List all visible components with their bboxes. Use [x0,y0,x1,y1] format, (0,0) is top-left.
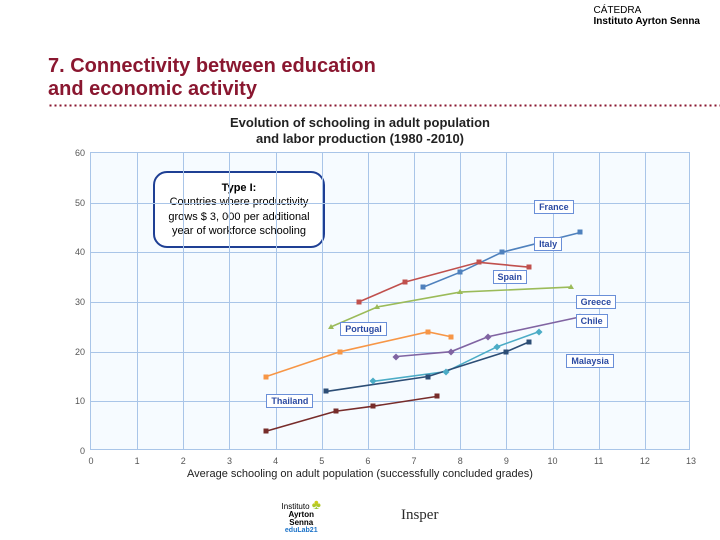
grid-h [91,401,689,402]
marker-italy [527,265,532,270]
x-tick: 4 [273,456,278,466]
marker-portugal [425,329,430,334]
label-thailand: Thailand [266,394,313,408]
marker-chile [369,378,376,385]
x-tick: 7 [412,456,417,466]
y-tick: 0 [80,446,85,456]
marker-portugal [449,334,454,339]
marker-thailand [264,429,269,434]
grid-v [368,153,369,449]
marker-spain [568,284,574,289]
edulab-label: eduLab21 [282,527,321,534]
chart-title: Evolution of schooling in adult populati… [0,115,720,148]
x-tick: 9 [504,456,509,466]
y-tick: 20 [75,347,85,357]
grid-v [414,153,415,449]
marker-spain [328,324,334,329]
marker-thailand [370,404,375,409]
label-spain: Spain [493,270,528,284]
marker-thailand [333,409,338,414]
label-france: France [534,200,574,214]
grid-v [322,153,323,449]
label-italy: Italy [534,237,562,251]
x-tick: 6 [365,456,370,466]
marker-portugal [264,374,269,379]
marker-chile [443,368,450,375]
callout-box: Type I: Countries where productivity gro… [153,171,325,248]
marker-greece [447,348,454,355]
marker-france [458,270,463,275]
catedra-label: CÁTEDRA [594,5,700,16]
title-block: 7. Connectivity between educationand eco… [48,55,376,101]
y-tick: 60 [75,148,85,158]
dotted-divider [48,103,720,109]
x-tick: 8 [458,456,463,466]
grid-v [553,153,554,449]
section-title: 7. Connectivity between educationand eco… [48,55,376,101]
y-tick: 10 [75,396,85,406]
marker-malaysia [425,374,430,379]
marker-france [421,285,426,290]
marker-malaysia [527,339,532,344]
x-axis-label: Average schooling on adult population (s… [0,468,720,480]
grid-v [506,153,507,449]
marker-chile [535,328,542,335]
y-tick: 50 [75,198,85,208]
y-tick: 40 [75,247,85,257]
marker-malaysia [504,349,509,354]
marker-greece [392,353,399,360]
x-tick: 2 [181,456,186,466]
ias-logo: Instituto ♣ Ayrton Senna eduLab21 [282,497,321,534]
x-tick: 0 [88,456,93,466]
header-right: CÁTEDRA Instituto Ayrton Senna [594,5,700,27]
x-tick: 11 [594,456,603,466]
x-tick: 12 [640,456,650,466]
label-greece: Greece [576,295,617,309]
instituto-label: Instituto Ayrton Senna [594,16,700,27]
callout-title: Type I: [165,181,313,195]
marker-greece [484,333,491,340]
marker-malaysia [324,389,329,394]
insper-logo: Insper [401,507,439,524]
marker-spain [457,289,463,294]
grid-v [229,153,230,449]
marker-thailand [435,394,440,399]
marker-spain [374,304,380,309]
x-tick: 3 [227,456,232,466]
marker-chile [494,343,501,350]
marker-italy [402,280,407,285]
grid-v [460,153,461,449]
grid-h [91,203,689,204]
label-portugal: Portugal [340,322,387,336]
marker-portugal [338,349,343,354]
label-chile: Chile [576,314,608,328]
marker-france [578,230,583,235]
x-tick: 10 [548,456,558,466]
grid-v [645,153,646,449]
marker-france [499,250,504,255]
grid-v [183,153,184,449]
scatter-plot: Type I: Countries where productivity gro… [90,152,690,450]
label-malaysia: Malaysia [566,354,614,368]
grid-h [91,352,689,353]
y-tick: 30 [75,297,85,307]
x-tick: 5 [319,456,324,466]
grid-v [137,153,138,449]
footer-logos: Instituto ♣ Ayrton Senna eduLab21 Insper [0,497,720,534]
x-tick: 13 [686,456,696,466]
ias-line3: Senna [282,519,321,527]
marker-italy [476,260,481,265]
grid-h [91,252,689,253]
x-tick: 1 [135,456,140,466]
marker-italy [356,300,361,305]
